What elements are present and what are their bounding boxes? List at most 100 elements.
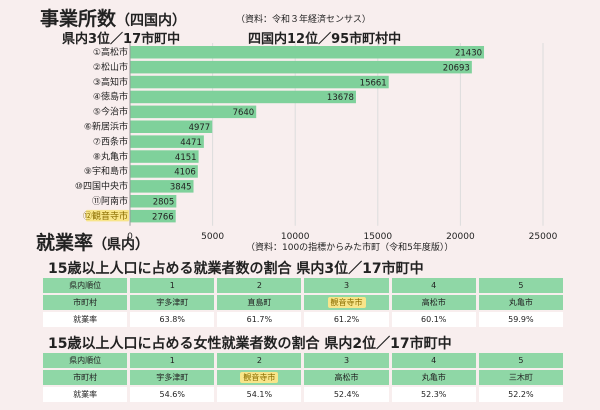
value-label: 2766 — [152, 212, 174, 222]
rate-cell: 54.1% — [217, 387, 302, 402]
bar — [130, 150, 199, 163]
x-tick-label: 25000 — [529, 232, 558, 240]
rank-cell: 5 — [478, 278, 563, 293]
x-tick-label: 20000 — [446, 232, 475, 240]
category-label: ⑤今治市 — [93, 106, 128, 118]
bar — [130, 135, 204, 148]
bar — [130, 195, 177, 208]
page-title: 事業所数（四国内） — [40, 4, 186, 31]
rate-cell: 61.2% — [304, 312, 389, 327]
rank-cell: 2 — [217, 353, 302, 368]
value-label: 2805 — [153, 198, 175, 208]
value-label: 15661 — [360, 78, 387, 88]
table2: 県内順位 1 2 3 4 5 市町村 宇多津町 観音寺市 高松市 丸亀市 三木町 就業率 54.6% 54.… — [40, 351, 566, 404]
employment-title-text: 就業率 — [36, 232, 94, 254]
category-label: ③高知市 — [93, 76, 128, 88]
city-cell: 高松市 — [304, 370, 389, 385]
bar — [130, 120, 213, 133]
value-label: 20693 — [443, 63, 470, 73]
title-text: 事業所数 — [40, 8, 117, 30]
value-label: 4151 — [175, 153, 197, 163]
highlighted-city: 観音寺市 — [240, 372, 279, 383]
rate-header-label: 就業率 — [43, 312, 128, 327]
bar — [130, 90, 356, 104]
city-cell: 直島町 — [217, 295, 302, 310]
x-tick-label: 10000 — [281, 232, 310, 240]
bar — [130, 165, 198, 178]
bar — [130, 75, 389, 89]
rank-prefecture: 県内3位／17市町中 — [62, 32, 181, 47]
category-label: ②松山市 — [93, 61, 128, 73]
value-label: 21430 — [455, 49, 482, 59]
table2-title: 15歳以上人口に占める女性就業者数の割合 県内2位／17市町中 — [48, 336, 452, 352]
rank-cell: 3 — [304, 353, 389, 368]
rank-header-label: 県内順位 — [43, 353, 128, 368]
rate-cell: 61.7% — [217, 312, 302, 327]
category-label: ⑧丸亀市 — [93, 150, 128, 162]
bar — [130, 209, 176, 223]
rate-cell: 52.4% — [304, 387, 389, 402]
city-cell: 丸亀市 — [391, 370, 476, 385]
city-header-label: 市町村 — [43, 295, 128, 310]
table1: 県内順位 1 2 3 4 5 市町村 宇多津町 直島町 観音寺市 高松市 丸亀市 就業率 63.8% 61.… — [40, 276, 566, 329]
x-tick-label: 15000 — [363, 232, 392, 240]
value-label: 13678 — [327, 93, 354, 103]
value-label: 7640 — [233, 108, 255, 118]
value-label: 4977 — [189, 123, 211, 133]
bar — [130, 105, 257, 119]
rate-cell: 52.2% — [478, 387, 563, 402]
category-label: ⑦西条市 — [93, 135, 128, 147]
city-cell: 丸亀市 — [478, 295, 563, 310]
x-tick-label: 0 — [127, 232, 133, 240]
rank-cell: 1 — [130, 278, 215, 293]
rank-cell: 3 — [304, 278, 389, 293]
employment-source: （資料：100の指標からみた市町（令和5年度版）） — [246, 243, 454, 253]
rank-cell: 4 — [391, 278, 476, 293]
rank-header-label: 県内順位 — [43, 278, 128, 293]
highlighted-city: 観音寺市 — [327, 297, 366, 308]
employment-title-sub: （県内） — [93, 237, 150, 253]
rate-cell: 54.6% — [130, 387, 215, 402]
category-label: ⑫観音寺市 — [83, 210, 128, 222]
rate-cell: 52.3% — [391, 387, 476, 402]
title-sub: （四国内） — [116, 13, 187, 29]
category-label: ①高松市 — [93, 46, 128, 58]
city-cell: 観音寺市 — [304, 295, 389, 310]
rank-cell: 1 — [130, 353, 215, 368]
category-label: ⑪阿南市 — [92, 195, 128, 207]
x-tick-label: 5000 — [201, 232, 224, 240]
rank-shikoku: 四国内12位／95市町村中 — [248, 32, 402, 47]
city-cell: 宇多津町 — [130, 295, 215, 310]
category-label: ④徳島市 — [93, 91, 128, 103]
table-row: 市町村 宇多津町 観音寺市 高松市 丸亀市 三木町 — [43, 370, 563, 385]
city-cell: 三木町 — [478, 370, 563, 385]
bar-chart: 0 5000 10000 15000 20000 25000 ①高松市 21430 ②松山市 20… — [75, 43, 558, 240]
table-row: 就業率 54.6% 54.1% 52.4% 52.3% 52.2% — [43, 387, 563, 402]
rate-cell: 59.9% — [478, 312, 563, 327]
bar — [130, 46, 485, 59]
category-label: ⑩四国中央市 — [75, 180, 128, 192]
table-row: 市町村 宇多津町 直島町 観音寺市 高松市 丸亀市 — [43, 295, 563, 310]
rate-cell: 60.1% — [391, 312, 476, 327]
value-label: 3845 — [170, 183, 192, 193]
city-cell: 観音寺市 — [217, 370, 302, 385]
table-row: 就業率 63.8% 61.7% 61.2% 60.1% 59.9% — [43, 312, 563, 327]
highlight-marker — [86, 209, 129, 222]
bar — [130, 180, 194, 193]
rank-cell: 5 — [478, 353, 563, 368]
bar — [130, 60, 472, 74]
rank-cell: 4 — [391, 353, 476, 368]
employment-title: 就業率（県内） — [36, 228, 149, 255]
value-label: 4106 — [174, 168, 196, 178]
source-note: （資料：令和３年経済センサス） — [236, 15, 371, 25]
rate-cell: 63.8% — [130, 312, 215, 327]
category-label: ⑥新居浜市 — [84, 121, 128, 133]
table-row: 県内順位 1 2 3 4 5 — [43, 353, 563, 368]
city-cell: 高松市 — [391, 295, 476, 310]
rate-header-label: 就業率 — [43, 387, 128, 402]
city-cell: 宇多津町 — [130, 370, 215, 385]
category-label: ⑨宇和島市 — [84, 165, 128, 177]
rank-cell: 2 — [217, 278, 302, 293]
table1-title: 15歳以上人口に占める就業者数の割合 県内3位／17市町中 — [48, 261, 424, 277]
table-row: 県内順位 1 2 3 4 5 — [43, 278, 563, 293]
